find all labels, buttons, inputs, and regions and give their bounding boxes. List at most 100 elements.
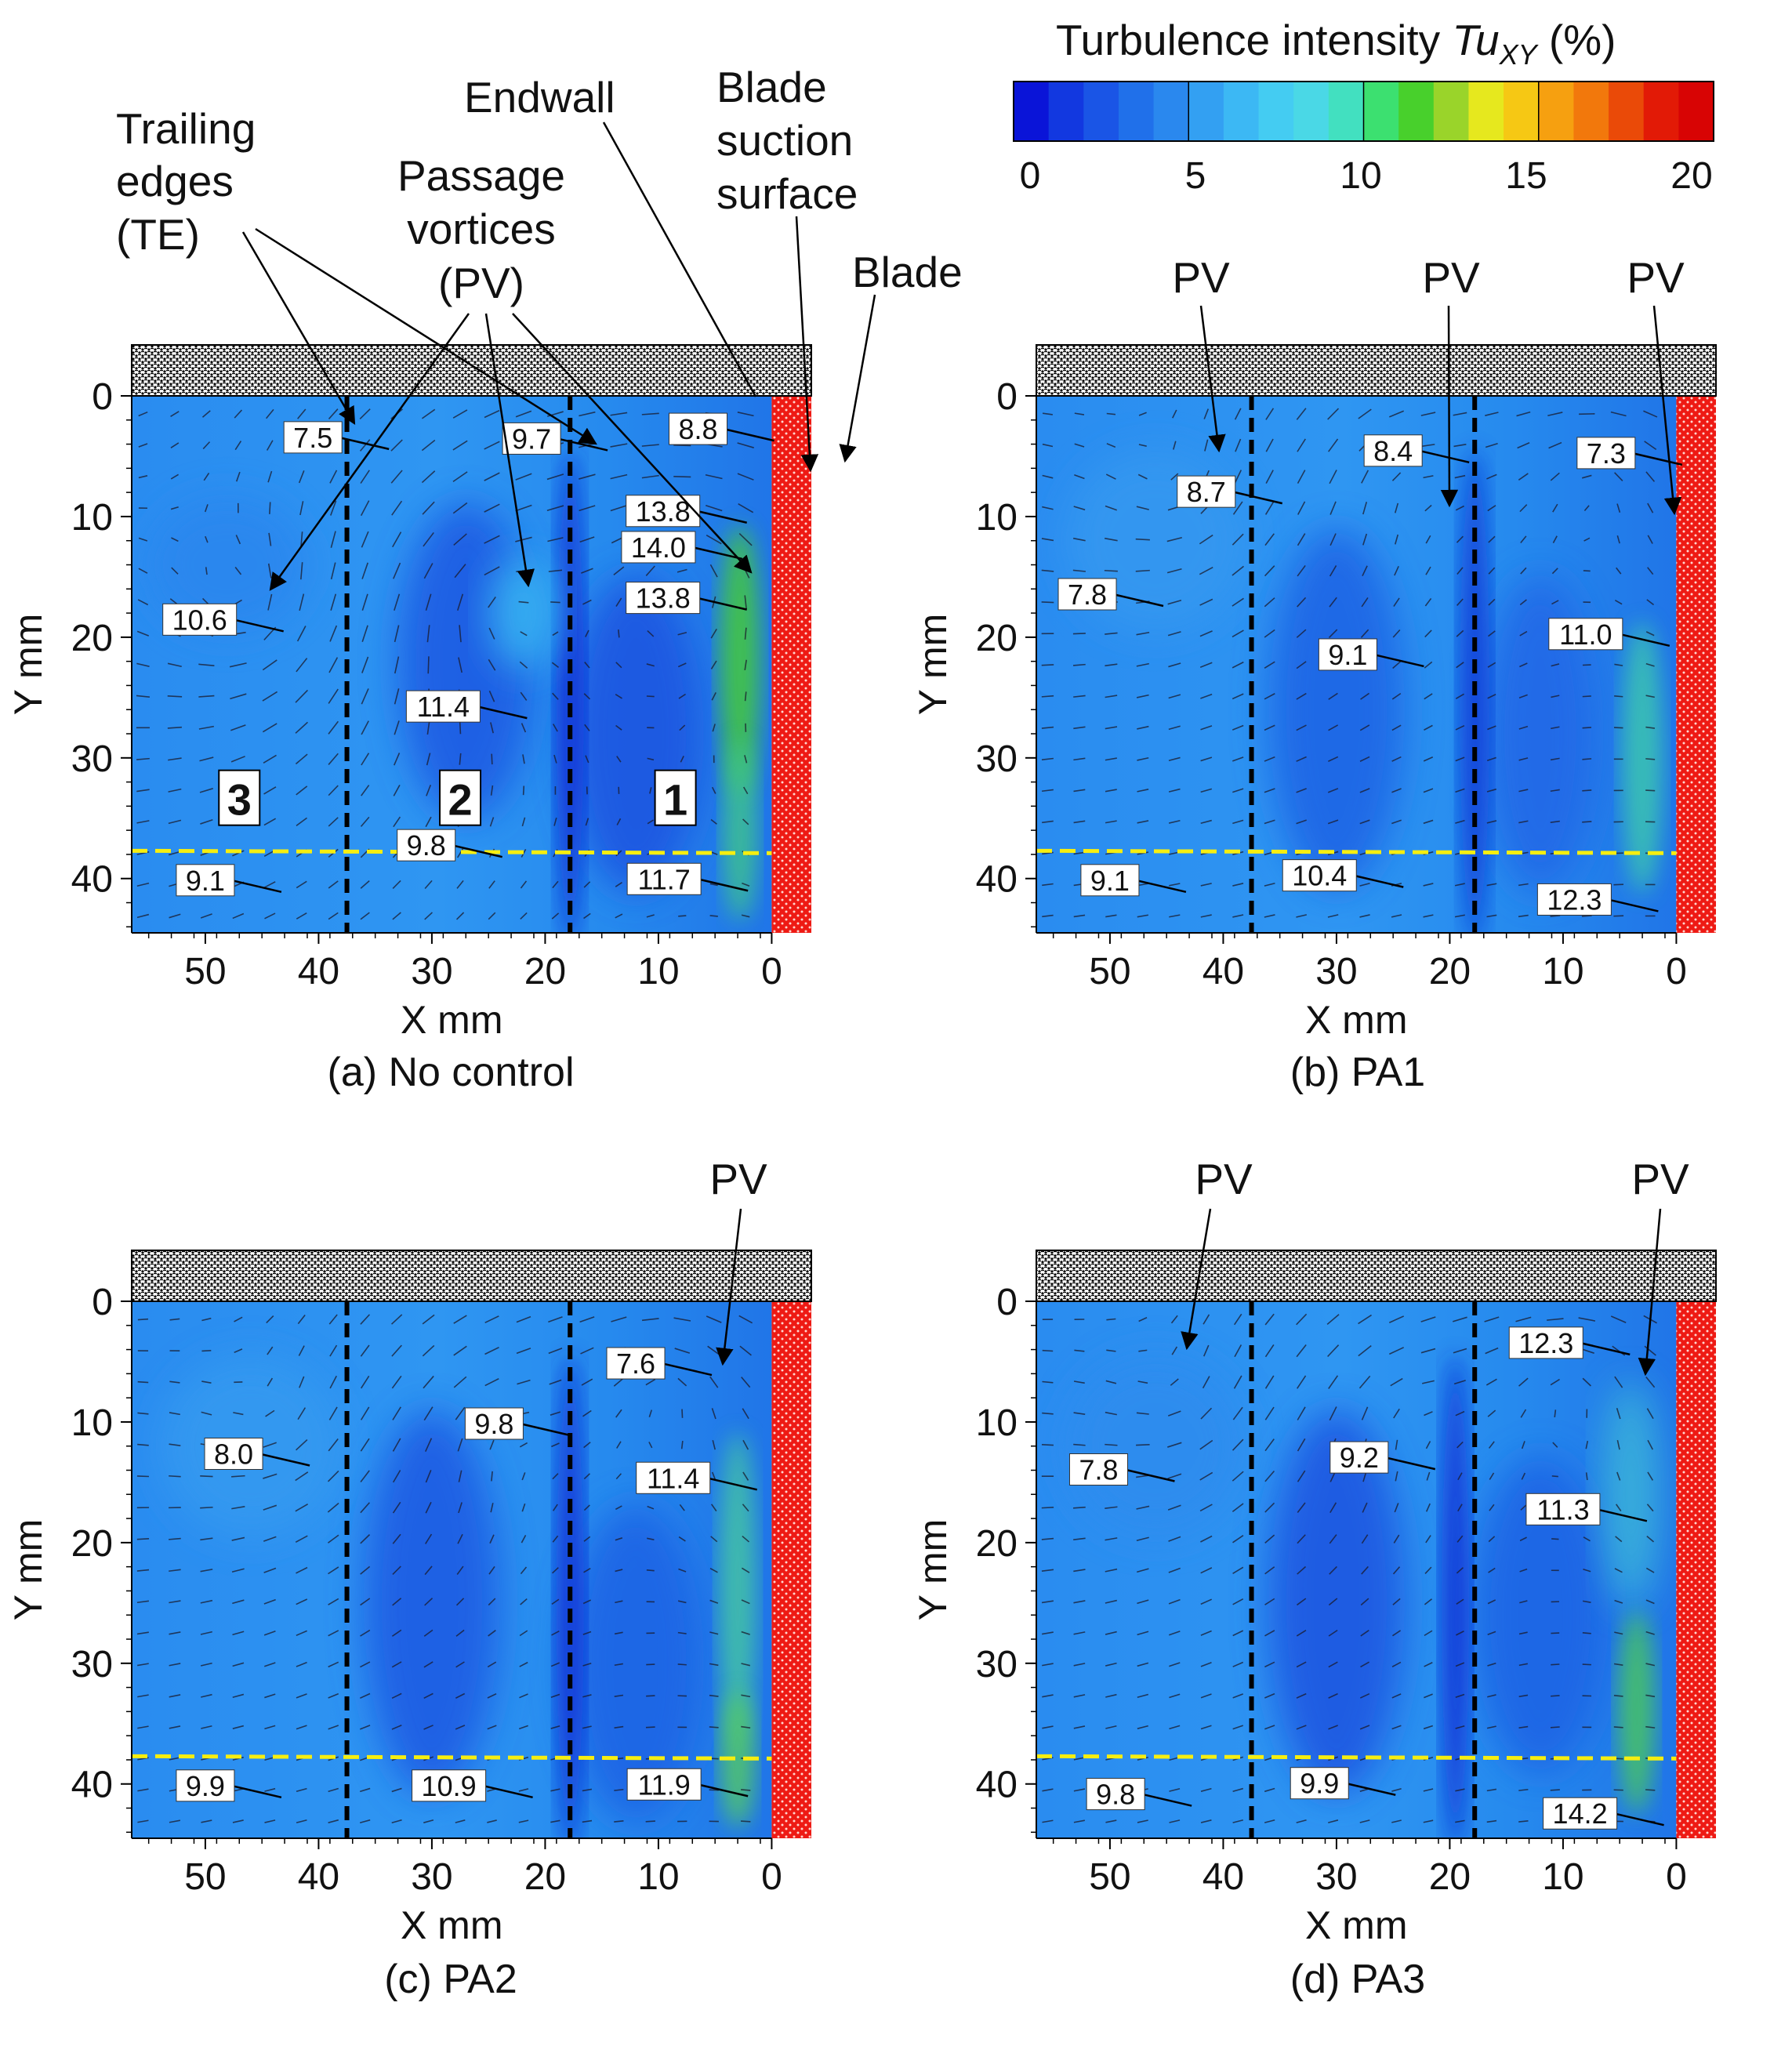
velocity-vector [741,1694,751,1698]
velocity-vector [390,439,403,452]
velocity-vector [1041,1537,1054,1540]
velocity-vector [583,693,591,700]
x-tick-label: 0 [1666,1856,1687,1898]
velocity-vector [484,1347,499,1355]
velocity-vector [1105,789,1117,793]
velocity-vector [264,881,276,888]
pv-label-d2: PV [1631,1155,1689,1203]
velocity-vector [521,817,526,827]
velocity-vector [1041,1444,1054,1446]
velocity-vector [1616,1408,1621,1420]
velocity-vector [1486,473,1497,480]
velocity-vector [361,562,369,579]
velocity-vector [328,720,339,735]
velocity-vector [1518,1663,1528,1667]
velocity-vector [579,505,596,512]
velocity-vector [1137,1380,1148,1384]
velocity-vector [297,1407,307,1420]
velocity-vector [391,1375,402,1389]
value-label-text: 10.4 [1292,860,1347,892]
colorbar-segment [1188,82,1224,141]
velocity-vector [616,818,622,825]
velocity-vector [360,912,370,920]
velocity-vector [361,720,369,735]
colorbar-segment [1643,82,1679,141]
velocity-vector [583,1473,590,1480]
velocity-vector [231,1506,245,1510]
velocity-vector [360,1725,371,1730]
velocity-vector [1203,1314,1210,1325]
velocity-vector [1167,1442,1182,1448]
velocity-vector [1200,883,1212,887]
colorbar-segment [1573,82,1609,141]
velocity-vector [744,595,747,610]
velocity-vector [546,505,564,512]
velocity-vector [232,1662,245,1667]
velocity-vector [615,1409,622,1418]
velocity-vector [360,1661,371,1668]
velocity-vector [1170,1378,1179,1386]
value-label-text: 11.0 [1559,619,1612,651]
velocity-vector [677,568,687,573]
value-label: 12.3 [1508,1326,1631,1359]
velocity-vector [1425,566,1431,575]
velocity-vector [394,593,401,611]
value-label-text: 11.4 [417,691,470,723]
velocity-vector [1200,1787,1212,1792]
velocity-vector [1136,1444,1150,1446]
velocity-vector [296,626,307,642]
velocity-vector [230,693,247,700]
velocity-vector [234,409,243,419]
velocity-vector [232,912,245,920]
velocity-vector [1168,819,1181,824]
velocity-vector [205,567,208,575]
velocity-vector [1167,1504,1181,1511]
velocity-vector [1202,1376,1210,1389]
value-label: 11.9 [626,1768,749,1801]
velocity-vector [1647,1439,1653,1450]
pv-label-b1: PV [1172,253,1230,302]
velocity-vector [360,1565,371,1575]
velocity-vector [1552,503,1558,513]
velocity-vector [201,1819,212,1823]
velocity-vector [1073,1663,1086,1667]
velocity-vector [484,535,500,544]
velocity-vector [1393,1534,1400,1544]
velocity-vector [1072,633,1086,635]
velocity-vector [552,1567,559,1574]
velocity-vector [488,1630,496,1637]
velocity-vector [1455,693,1464,699]
velocity-vector [200,1537,213,1541]
velocity-vector [583,1568,591,1573]
velocity-vector [138,411,148,417]
velocity-vector [1073,1631,1086,1635]
value-leader-line [1348,1783,1396,1796]
velocity-vector [1518,883,1529,887]
velocity-vector [1517,441,1530,449]
value-label-box [502,422,561,455]
velocity-vector [1329,597,1337,608]
velocity-vector [1362,565,1368,577]
velocity-vector [454,564,466,579]
velocity-vector [711,692,716,701]
value-label: 11.7 [626,862,749,895]
velocity-vector [1518,473,1529,481]
colorbar-segment [1538,82,1574,141]
velocity-vector [488,1565,495,1575]
velocity-vector [459,625,462,643]
region-label-box [654,769,697,826]
velocity-vector [423,1819,434,1823]
value-label-text: 9.1 [1328,639,1367,671]
velocity-vector [677,1663,687,1666]
velocity-vector [425,1501,432,1514]
value-label: 10.6 [162,603,284,636]
velocity-vector [681,1409,684,1418]
velocity-vector [1072,663,1086,666]
velocity-vector [264,1725,276,1730]
velocity-vector [1647,502,1654,513]
velocity-vector [1359,819,1370,825]
velocity-vector [677,1600,687,1604]
velocity-vector [616,1441,622,1449]
velocity-vector [1647,567,1654,575]
velocity-vector [1041,726,1054,729]
